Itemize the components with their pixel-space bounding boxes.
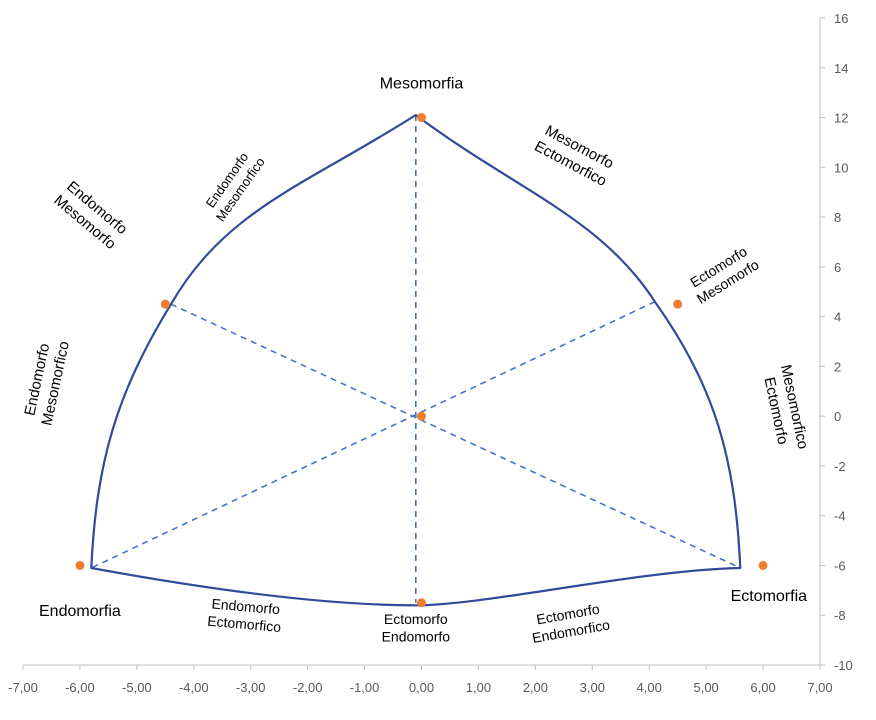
y-tick-label: -10	[834, 658, 853, 673]
y-tick-label: 6	[834, 260, 841, 275]
dashed-axis-line	[170, 303, 741, 569]
zone-label: Ectomorfia	[731, 588, 808, 605]
y-tick-label: 8	[834, 210, 841, 225]
data-point	[758, 560, 768, 570]
data-point	[417, 411, 426, 421]
data-point	[160, 299, 170, 309]
x-tick-label: -1,00	[350, 680, 380, 695]
data-point	[417, 113, 426, 123]
x-tick-label: -6,00	[65, 680, 95, 695]
x-tick-label: -3,00	[236, 680, 266, 695]
y-tick-label: 4	[834, 310, 841, 325]
y-tick-label: 14	[834, 61, 848, 76]
y-tick-label: -2	[834, 459, 846, 474]
zone-label: Endomorfia	[39, 603, 121, 620]
x-tick-label: 0,00	[409, 680, 434, 695]
y-tick-label: 12	[834, 111, 848, 126]
x-tick-label: 2,00	[523, 680, 548, 695]
zone-label-line: Ectomorfia	[731, 588, 808, 605]
zone-label-line: Ectomorfico	[207, 613, 282, 635]
x-tick-label: 4,00	[637, 680, 662, 695]
y-tick-label: -6	[834, 558, 846, 573]
x-tick-label: -7,00	[8, 680, 38, 695]
x-tick-label: 1,00	[466, 680, 491, 695]
zone-label: Mesomorfia	[380, 75, 464, 92]
data-point	[673, 299, 683, 309]
somatochart-outline	[90, 113, 742, 607]
dashed-axis-line	[90, 300, 656, 569]
dashed-axes	[90, 115, 741, 603]
x-tick-label: -5,00	[122, 680, 152, 695]
data-point	[417, 598, 426, 608]
axes: -7,00 -6,00 -5,00 -4,00 -3,00 -2,00 -1,00 0,00 1…	[8, 11, 853, 695]
zone-label-line: Ectomorfo	[384, 611, 448, 627]
y-tick-label: 16	[834, 11, 848, 26]
x-tick-label: 7,00	[807, 680, 832, 695]
y-tick-label: -8	[834, 608, 846, 623]
zone-label-line: Endomorfo	[382, 628, 451, 644]
x-tick-label: 3,00	[580, 680, 605, 695]
y-tick-label: 0	[834, 409, 841, 424]
y-tick-label: -4	[834, 509, 846, 524]
y-tick-label: 10	[834, 160, 848, 175]
zone-label-line: Endomorfo	[211, 595, 281, 617]
zone-label-line: Mesomorfia	[380, 75, 464, 92]
reference-points	[75, 113, 768, 608]
x-tick-label: -2,00	[293, 680, 323, 695]
data-point	[75, 560, 85, 570]
zone-label-line: Endomorfia	[39, 603, 121, 620]
x-tick-label: 6,00	[750, 680, 775, 695]
y-tick-label: 2	[834, 359, 841, 374]
somatochart-outline-path	[90, 113, 742, 607]
x-tick-label: 5,00	[693, 680, 718, 695]
x-tick-label: -4,00	[179, 680, 209, 695]
